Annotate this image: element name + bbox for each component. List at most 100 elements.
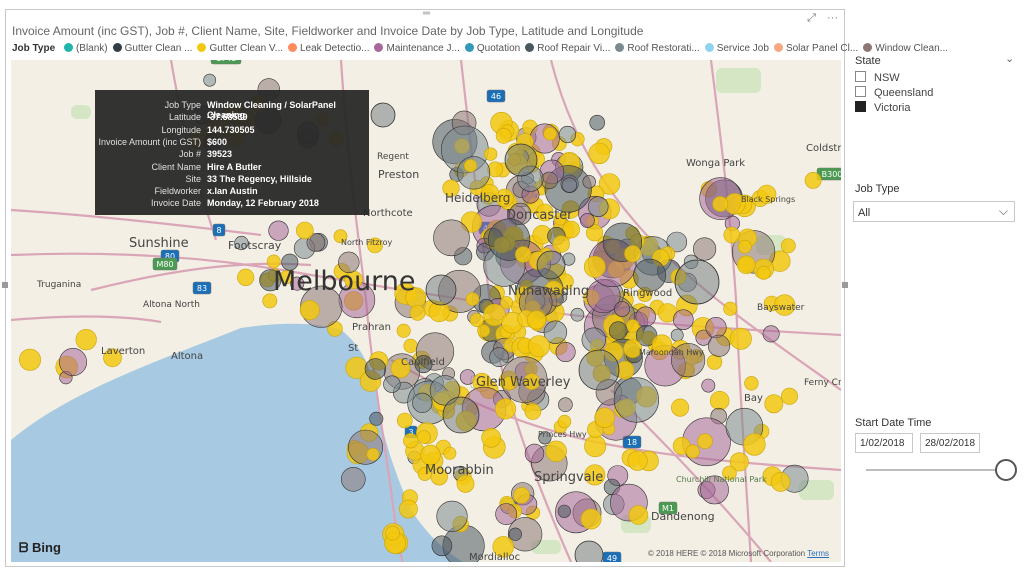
legend: Job Type (Blank) Gutter Clean ... Gutter C…: [12, 43, 953, 54]
tooltip-value: Hire A Butler: [207, 161, 262, 172]
chevron-down-icon: ⌵: [998, 204, 1008, 218]
job-bubble: [477, 324, 491, 338]
legend-marker-icon: [374, 43, 384, 52]
job-bubble: [367, 237, 383, 254]
job-bubble: [409, 304, 426, 321]
tooltip-row: Longitude 144.730505: [95, 125, 369, 137]
checkbox-icon[interactable]: [855, 101, 866, 112]
job-bubble: [743, 433, 766, 456]
tooltip-value: 39523: [207, 149, 233, 160]
map-place-label: Mordialloc: [469, 552, 521, 562]
road-badge-label: M80: [156, 260, 173, 269]
start-date-input[interactable]: 1/02/2018: [855, 433, 913, 453]
map-visual[interactable]: ═ ⤢ ··· Invoice Amount (inc GST), Job #,…: [2, 8, 948, 567]
job-bubble: [425, 274, 457, 306]
legend-marker-icon: [288, 43, 297, 52]
tooltip-key: Job Type: [164, 100, 201, 110]
bing-logo: ᗷ Bing: [19, 540, 61, 556]
more-options-icon[interactable]: ···: [827, 12, 838, 24]
legend-item[interactable]: Window Clean...: [863, 43, 948, 54]
legend-item[interactable]: Gutter Clean V...: [197, 43, 283, 54]
job-bubble: [695, 329, 712, 346]
focus-mode-icon[interactable]: ⤢: [807, 12, 816, 24]
job-bubble: [268, 220, 289, 241]
map-place-label: Maroondah Hwy: [639, 348, 704, 357]
job-bubble: [417, 466, 432, 481]
job-bubble: [583, 255, 606, 278]
road-badge: [210, 60, 242, 65]
job-bubble: [561, 177, 578, 193]
park-area: [71, 105, 91, 119]
chevron-down-icon[interactable]: ⌄: [1005, 53, 1015, 65]
job-bubble: [737, 239, 752, 254]
state-option-nsw[interactable]: NSW: [855, 71, 900, 84]
job-bubble: [582, 175, 596, 189]
job-bubble: [262, 293, 278, 309]
map-place-label: Bay: [744, 393, 763, 404]
legend-item[interactable]: Solar Panel Cl...: [773, 43, 858, 54]
legend-label: Gutter Clean V...: [209, 43, 283, 54]
checkbox-icon[interactable]: [855, 71, 866, 82]
job-bubble: [58, 347, 87, 376]
end-date-input[interactable]: 28/02/2018: [920, 433, 980, 453]
legend-item[interactable]: Quotation: [464, 43, 520, 54]
park-area: [799, 480, 834, 500]
state-option-queensland[interactable]: Queensland: [855, 86, 933, 99]
legend-item[interactable]: Gutter Clean ...: [112, 43, 192, 54]
drag-handle-icon[interactable]: ═: [423, 8, 430, 19]
tooltip-key: Invoice Amount (inc GST): [98, 136, 201, 147]
job-bubble: [628, 505, 649, 525]
job-bubble: [412, 392, 433, 414]
road-badge: [658, 501, 678, 515]
map-place-label: Heidelberg: [445, 191, 511, 205]
job-bubble: [697, 433, 713, 450]
job-bubble: [495, 127, 512, 144]
job-bubble: [306, 233, 326, 252]
job-bubble: [396, 412, 413, 429]
jobtype-value: All: [858, 207, 871, 219]
resize-handle-left[interactable]: [2, 282, 8, 288]
tooltip-key: Job #: [178, 149, 201, 160]
job-bubble: [589, 114, 606, 131]
job-bubble: [489, 347, 509, 368]
legend-marker-icon: [112, 43, 122, 52]
map-place-label: Springvale: [534, 470, 604, 485]
map-canvas[interactable]: C743464288083311849M1B300M80 MelbourneSu…: [11, 60, 841, 562]
state-option-victoria[interactable]: Victoria: [855, 101, 910, 114]
job-bubble: [580, 508, 602, 530]
legend-item[interactable]: Roof Repair Vi...: [525, 43, 610, 54]
job-bubble: [584, 435, 607, 458]
job-bubble: [295, 221, 314, 240]
date-range-track[interactable]: [866, 469, 1006, 471]
job-bubble: [707, 334, 731, 357]
jobtype-dropdown[interactable]: All ⌵: [853, 201, 1015, 222]
legend-title: Job Type: [12, 43, 56, 54]
legend-item[interactable]: Service Job: [704, 43, 769, 54]
legend-item[interactable]: (Blank): [63, 43, 108, 54]
tooltip-row: Invoice Amount (inc GST) $600: [95, 137, 369, 149]
job-bubble: [436, 500, 468, 533]
tooltip-value: Window Cleaning / SolarPanel Cleaning: [207, 100, 336, 120]
job-bubble: [553, 212, 567, 226]
date-range-slider-handle[interactable]: [995, 459, 1017, 481]
job-bubble: [536, 250, 566, 280]
legend-item[interactable]: Roof Restorati...: [615, 43, 700, 54]
legend-label: Window Clean...: [875, 43, 949, 54]
legend-item[interactable]: Maintenance J...: [374, 43, 460, 54]
tooltip-row: Site 33 The Regency, Hillside: [95, 174, 369, 186]
resize-handle-right[interactable]: [842, 282, 848, 288]
job-bubble: [494, 398, 516, 420]
job-bubble: [469, 313, 484, 328]
map-place-label: Ferny Creek: [804, 378, 841, 388]
job-bubble: [545, 440, 567, 462]
road-badge: [486, 89, 506, 103]
legend-label: Service Job: [716, 43, 769, 54]
road-badge-label: M1: [662, 504, 674, 513]
job-bubble: [529, 123, 560, 154]
checkbox-icon[interactable]: [855, 86, 866, 97]
state-option-label: Queensland: [874, 87, 934, 99]
terms-link[interactable]: Terms: [807, 549, 829, 558]
road-badge-label: 18: [627, 438, 637, 447]
legend-item[interactable]: Leak Detectio...: [288, 43, 369, 54]
job-bubble: [651, 334, 673, 355]
